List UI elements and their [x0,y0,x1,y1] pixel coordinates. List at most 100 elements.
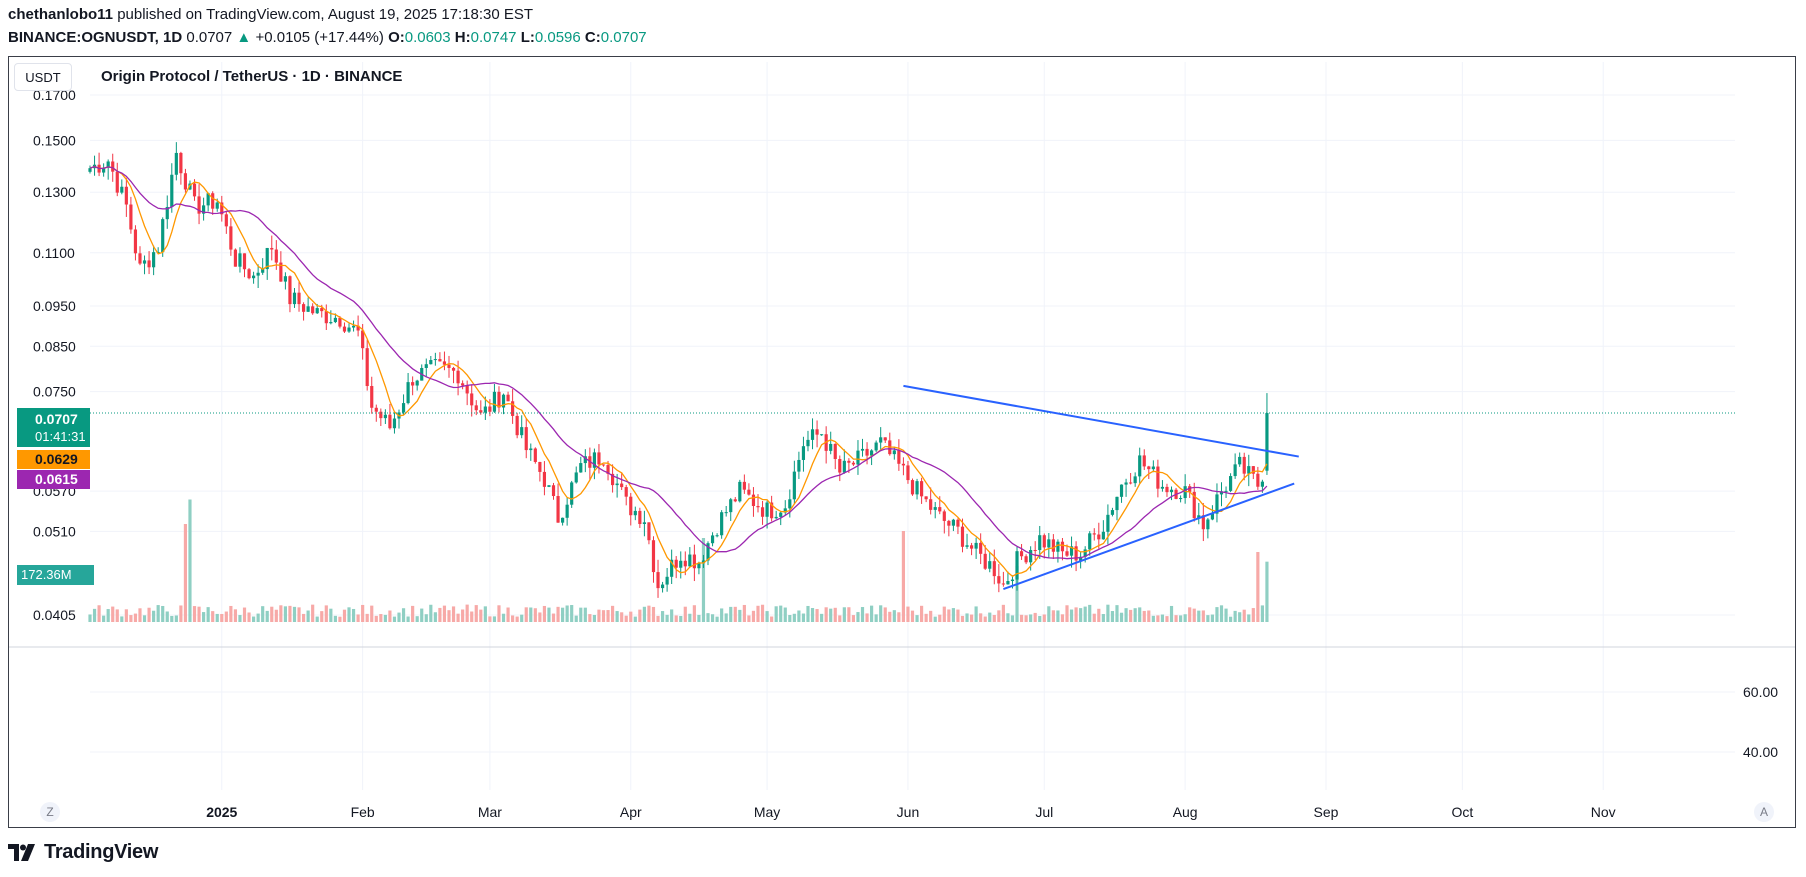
candle [947,519,951,537]
volume-bar [956,609,960,622]
candle [638,507,642,528]
candle [420,364,424,381]
candle-body [1065,551,1069,556]
volume-bar [588,614,592,622]
candle-body [1229,476,1233,491]
candle [347,323,351,333]
candle [806,430,810,452]
volume-bar [247,612,251,622]
candle-body [820,434,824,436]
ma-slow-line [89,165,1268,560]
volume-bar [774,606,778,622]
publish-info: chethanlobo11 published on TradingView.c… [8,6,533,23]
volume-bar [638,609,642,622]
candle [179,151,183,185]
candle-body [938,507,942,512]
candle [1092,528,1096,541]
candle [1229,473,1233,493]
volume-bar [220,613,224,622]
candle [533,447,537,464]
candle-body [447,364,451,368]
auto-scale-left-button[interactable]: Z [40,802,60,822]
volume-bar [342,609,347,622]
volume-bar [333,615,337,622]
candle-body [1251,466,1255,474]
candle [197,184,201,225]
volume-bar [1042,614,1046,622]
candle-body [515,415,519,436]
candle-body [615,483,619,486]
candle-body [474,405,478,411]
candle [742,474,746,494]
chart-frame[interactable] [8,56,1796,828]
candle-body [901,463,906,466]
candle [583,449,587,473]
time-tick-label: Jul [1035,804,1053,820]
trendline-resistance [903,384,1299,458]
tradingview-logo[interactable]: TradingView [8,841,158,864]
volume-bar [1129,609,1133,622]
volume-bar [551,613,556,622]
candle [647,522,651,545]
candle-body [792,471,796,500]
volume-bar [488,616,492,622]
candle [1119,484,1124,503]
candle-body [333,317,337,323]
volume-bar [1206,615,1210,622]
candle-body [1015,551,1019,580]
publisher-name[interactable]: chethanlobo11 [8,6,114,23]
time-tick-label: May [754,804,780,820]
candle [1124,478,1128,497]
candle [129,196,133,234]
candle-body [288,276,292,305]
volume-bar [1160,614,1165,622]
candle [524,418,528,459]
candle-body [215,202,219,209]
price-tick-label: 0.0405 [33,607,76,623]
candle [1233,453,1237,479]
candle [515,412,519,439]
volume-bar [1106,604,1110,622]
candle [824,426,828,464]
candle-body [751,494,756,506]
candle-body [997,576,1001,584]
candle-body [438,359,442,362]
candle-body [1238,456,1242,465]
candle-body [670,559,674,577]
low-label: L: [520,29,535,46]
candle [474,400,478,416]
candle-body [797,459,801,472]
candle-body [933,507,937,510]
candle-body [610,473,615,486]
volume-bar [288,605,292,622]
currency-button[interactable]: USDT [14,63,72,91]
candle-body [974,542,978,549]
candle [1156,459,1160,498]
volume-bar [420,608,424,622]
volume-bar [1010,615,1015,622]
auto-scale-right-button[interactable]: A [1754,802,1774,822]
volume-bar [892,610,896,622]
price-tick-label: 0.1100 [33,245,75,261]
volume-bar [542,605,547,622]
volume-bar [370,605,374,622]
volume-bar [1060,614,1065,622]
candle-body [1156,466,1160,489]
candle [760,500,765,525]
volume-bar [965,613,969,622]
volume-bar [824,607,828,622]
candle [124,177,128,217]
candle-body [156,252,160,254]
volume-bar [451,606,456,622]
candle-body [106,161,110,168]
candle [511,389,515,424]
volume-bar [433,612,437,622]
candle-body [565,504,569,518]
volume-bar [929,610,933,622]
volume-bar [301,613,306,622]
volume-bar [401,608,406,622]
candle-body [1074,546,1078,561]
candle [1051,534,1055,560]
candle-body [1201,515,1205,530]
